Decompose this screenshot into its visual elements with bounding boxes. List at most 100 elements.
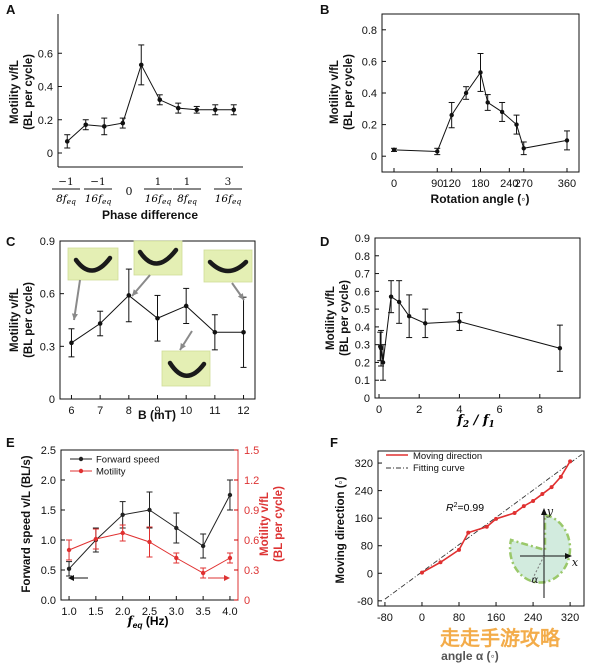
inset-angle-line <box>530 555 545 583</box>
data-point <box>120 530 125 536</box>
x-tick-label: 0 <box>391 178 397 190</box>
panel-a: A 0 0.2 0.4 0.6 −1 8feq −1 16feq 0 1 16feq 1 8feq 3 16f… <box>6 2 243 222</box>
x-tick-denominator: 8feq <box>56 193 76 206</box>
y-tick-label-right: 1.2 <box>244 475 259 487</box>
y-axis-label: Motility v/fL <box>9 60 21 124</box>
y-tick-label: 0 <box>364 393 370 405</box>
robot-shape <box>167 360 207 378</box>
y-tick-label: -80 <box>357 596 373 608</box>
x-tick-label: 120 <box>442 178 460 190</box>
y-tick-label: 0.2 <box>355 357 370 369</box>
data-point <box>69 340 74 346</box>
data-point <box>200 570 206 576</box>
data-point <box>499 109 505 115</box>
arrow-head <box>71 313 78 320</box>
data-point <box>147 539 152 545</box>
data-point <box>241 329 246 335</box>
panel-label: A <box>6 2 16 17</box>
data-point <box>66 547 72 553</box>
x-tick-label: 3.5 <box>195 606 210 618</box>
data-point <box>564 138 570 143</box>
data-point <box>174 555 179 561</box>
panel-c: C 0 0.3 0.6 0.9 6 7 8 9 10 11 12 B (mT) Motility v/fL… <box>6 234 256 422</box>
data-point <box>521 146 526 151</box>
x-axis-label: f2 / f1 <box>456 413 495 430</box>
data-point <box>557 346 563 351</box>
x-tick-label: 4.0 <box>222 606 237 618</box>
x-tick-label: -80 <box>377 612 393 624</box>
y-axis-label-right: (BL per cycle) <box>273 486 285 562</box>
y-tick-label-right: 1.5 <box>244 445 259 457</box>
inset-y-label: y <box>546 505 554 518</box>
y-tick-label-right: 0.6 <box>244 535 259 547</box>
x-axis-label: B (mT) <box>138 408 176 422</box>
data-point <box>227 492 233 498</box>
x-tick-label: 1.0 <box>61 606 76 618</box>
data-point <box>463 90 469 96</box>
x-tick-denominator: 16feq <box>85 193 112 206</box>
y-axis-label: (BL per cycle) <box>343 54 355 130</box>
data-point <box>521 504 526 509</box>
panel-label: B <box>320 2 329 17</box>
data-point <box>478 70 483 75</box>
panel-f: F -80 0 80 160 240 320 -80 0 80 160 240 320 Moving di… <box>330 435 585 663</box>
y-axis-label: (BL per cycle) <box>339 280 351 356</box>
inset-alpha-label: α <box>532 575 539 586</box>
data-point <box>380 360 386 365</box>
data-point <box>438 560 443 565</box>
x-tick-label: 9 <box>154 405 160 417</box>
data-point <box>419 570 424 575</box>
x-tick-numerator: 3 <box>225 176 232 188</box>
x-tick-label: 180 <box>471 178 489 190</box>
x-tick-label: 320 <box>561 612 579 624</box>
inset-schematic: y x α <box>508 505 579 598</box>
y-tick-label: 0 <box>49 394 55 406</box>
x-tick-label: 0 <box>376 404 382 416</box>
x-tick-numerator: 1 <box>155 176 162 188</box>
x-tick-numerator: 1 <box>184 176 191 188</box>
data-point <box>549 485 554 490</box>
data-point <box>175 105 181 111</box>
x-tick-label: 1.5 <box>88 606 103 618</box>
y-axis-label-right: Motility v/fL <box>259 492 271 556</box>
inset-image <box>133 240 183 276</box>
arrow-head <box>224 575 230 581</box>
x-tick-label: 4 <box>456 404 462 416</box>
x-tick-label: 11 <box>209 405 220 417</box>
y-tick-label-right: 0 <box>244 595 250 607</box>
x-axis-label: Rotation angle (◦) <box>431 192 530 206</box>
x-tick-denominator: 16feq <box>215 193 242 206</box>
panel-label: E <box>6 435 15 450</box>
x-tick-denominator: 8feq <box>177 193 197 206</box>
data-point <box>212 107 218 113</box>
data-point <box>391 147 397 153</box>
legend-label: Motility <box>96 467 126 478</box>
data-point <box>568 459 573 464</box>
plot-frame <box>374 237 581 399</box>
legend-label: Fitting curve <box>413 463 465 474</box>
data-point <box>157 97 163 103</box>
data-point <box>93 536 99 542</box>
x-tick-label: 6 <box>68 405 74 417</box>
y-tick-label: 0.2 <box>362 120 377 132</box>
data-point <box>231 107 237 113</box>
data-point <box>457 547 462 552</box>
data-point <box>64 139 70 144</box>
y-axis-label: Motility v/fL <box>329 60 341 124</box>
y-tick-label: 0 <box>367 568 373 580</box>
y-tick-label: 0.4 <box>362 88 377 100</box>
x-tick-label: 8 <box>537 404 543 416</box>
data-point <box>378 346 384 351</box>
y-tick-label: 1.5 <box>41 505 56 517</box>
y-tick-label: 1.0 <box>41 535 56 547</box>
y-tick-label: 0.0 <box>41 595 56 607</box>
x-tick-label: 7 <box>97 405 103 417</box>
arrow-head <box>68 575 74 581</box>
x-tick-numerator: −1 <box>58 176 73 188</box>
x-tick-label: 2.0 <box>115 606 130 618</box>
x-tick-numerator: −1 <box>90 176 105 188</box>
y-tick-label: 2.0 <box>41 475 56 487</box>
y-axis-label: Motility v/fL <box>9 288 21 352</box>
robot-shape <box>73 255 113 273</box>
series-line <box>66 63 234 142</box>
